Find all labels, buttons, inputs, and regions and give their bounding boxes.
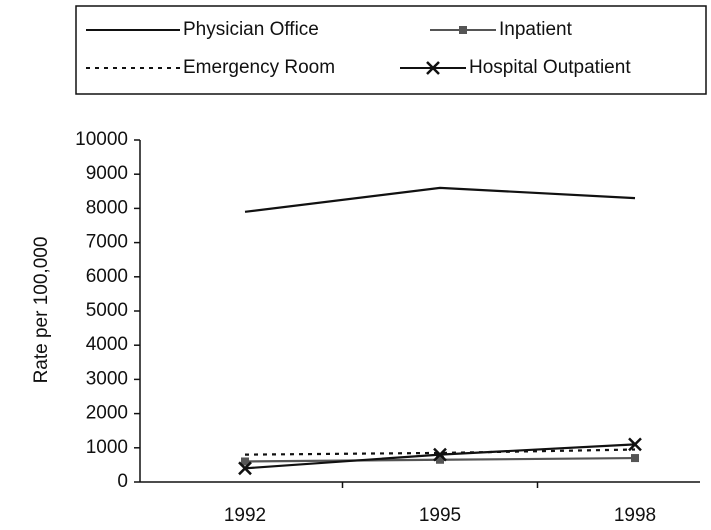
- y-tick-label: 5000: [86, 300, 128, 321]
- x-tick-label: 1995: [419, 505, 461, 526]
- legend-label: Physician Office: [183, 19, 319, 40]
- legend-label: Emergency Room: [183, 57, 335, 78]
- marker: [241, 457, 249, 466]
- x-tick-label: 1992: [224, 505, 266, 526]
- y-tick-label: 3000: [86, 368, 128, 389]
- y-tick-label: 1000: [86, 437, 128, 458]
- x-tick-label: 1998: [614, 505, 656, 526]
- legend-marker: [426, 61, 440, 75]
- legend-box: [75, 5, 707, 95]
- marker: [238, 461, 252, 476]
- y-tick-label: 8000: [86, 197, 128, 218]
- y-tick-label: 2000: [86, 403, 128, 424]
- y-tick-label: 4000: [86, 334, 128, 355]
- y-tick-label: 7000: [86, 232, 128, 253]
- y-tick-label: 10000: [75, 129, 128, 150]
- marker: [628, 437, 642, 452]
- y-tick-label: 0: [117, 471, 128, 492]
- legend-label: Inpatient: [499, 19, 573, 40]
- series-line: [244, 448, 636, 456]
- marker: [631, 454, 639, 463]
- y-tick-label: 6000: [86, 266, 128, 287]
- legend-marker: [459, 26, 467, 34]
- series-line: [244, 186, 636, 213]
- marker: [433, 447, 447, 462]
- y-axis-label: Rate per 100,000: [31, 237, 52, 384]
- marker: [436, 455, 444, 464]
- y-tick-label: 9000: [86, 163, 128, 184]
- legend-label: Hospital Outpatient: [469, 57, 631, 78]
